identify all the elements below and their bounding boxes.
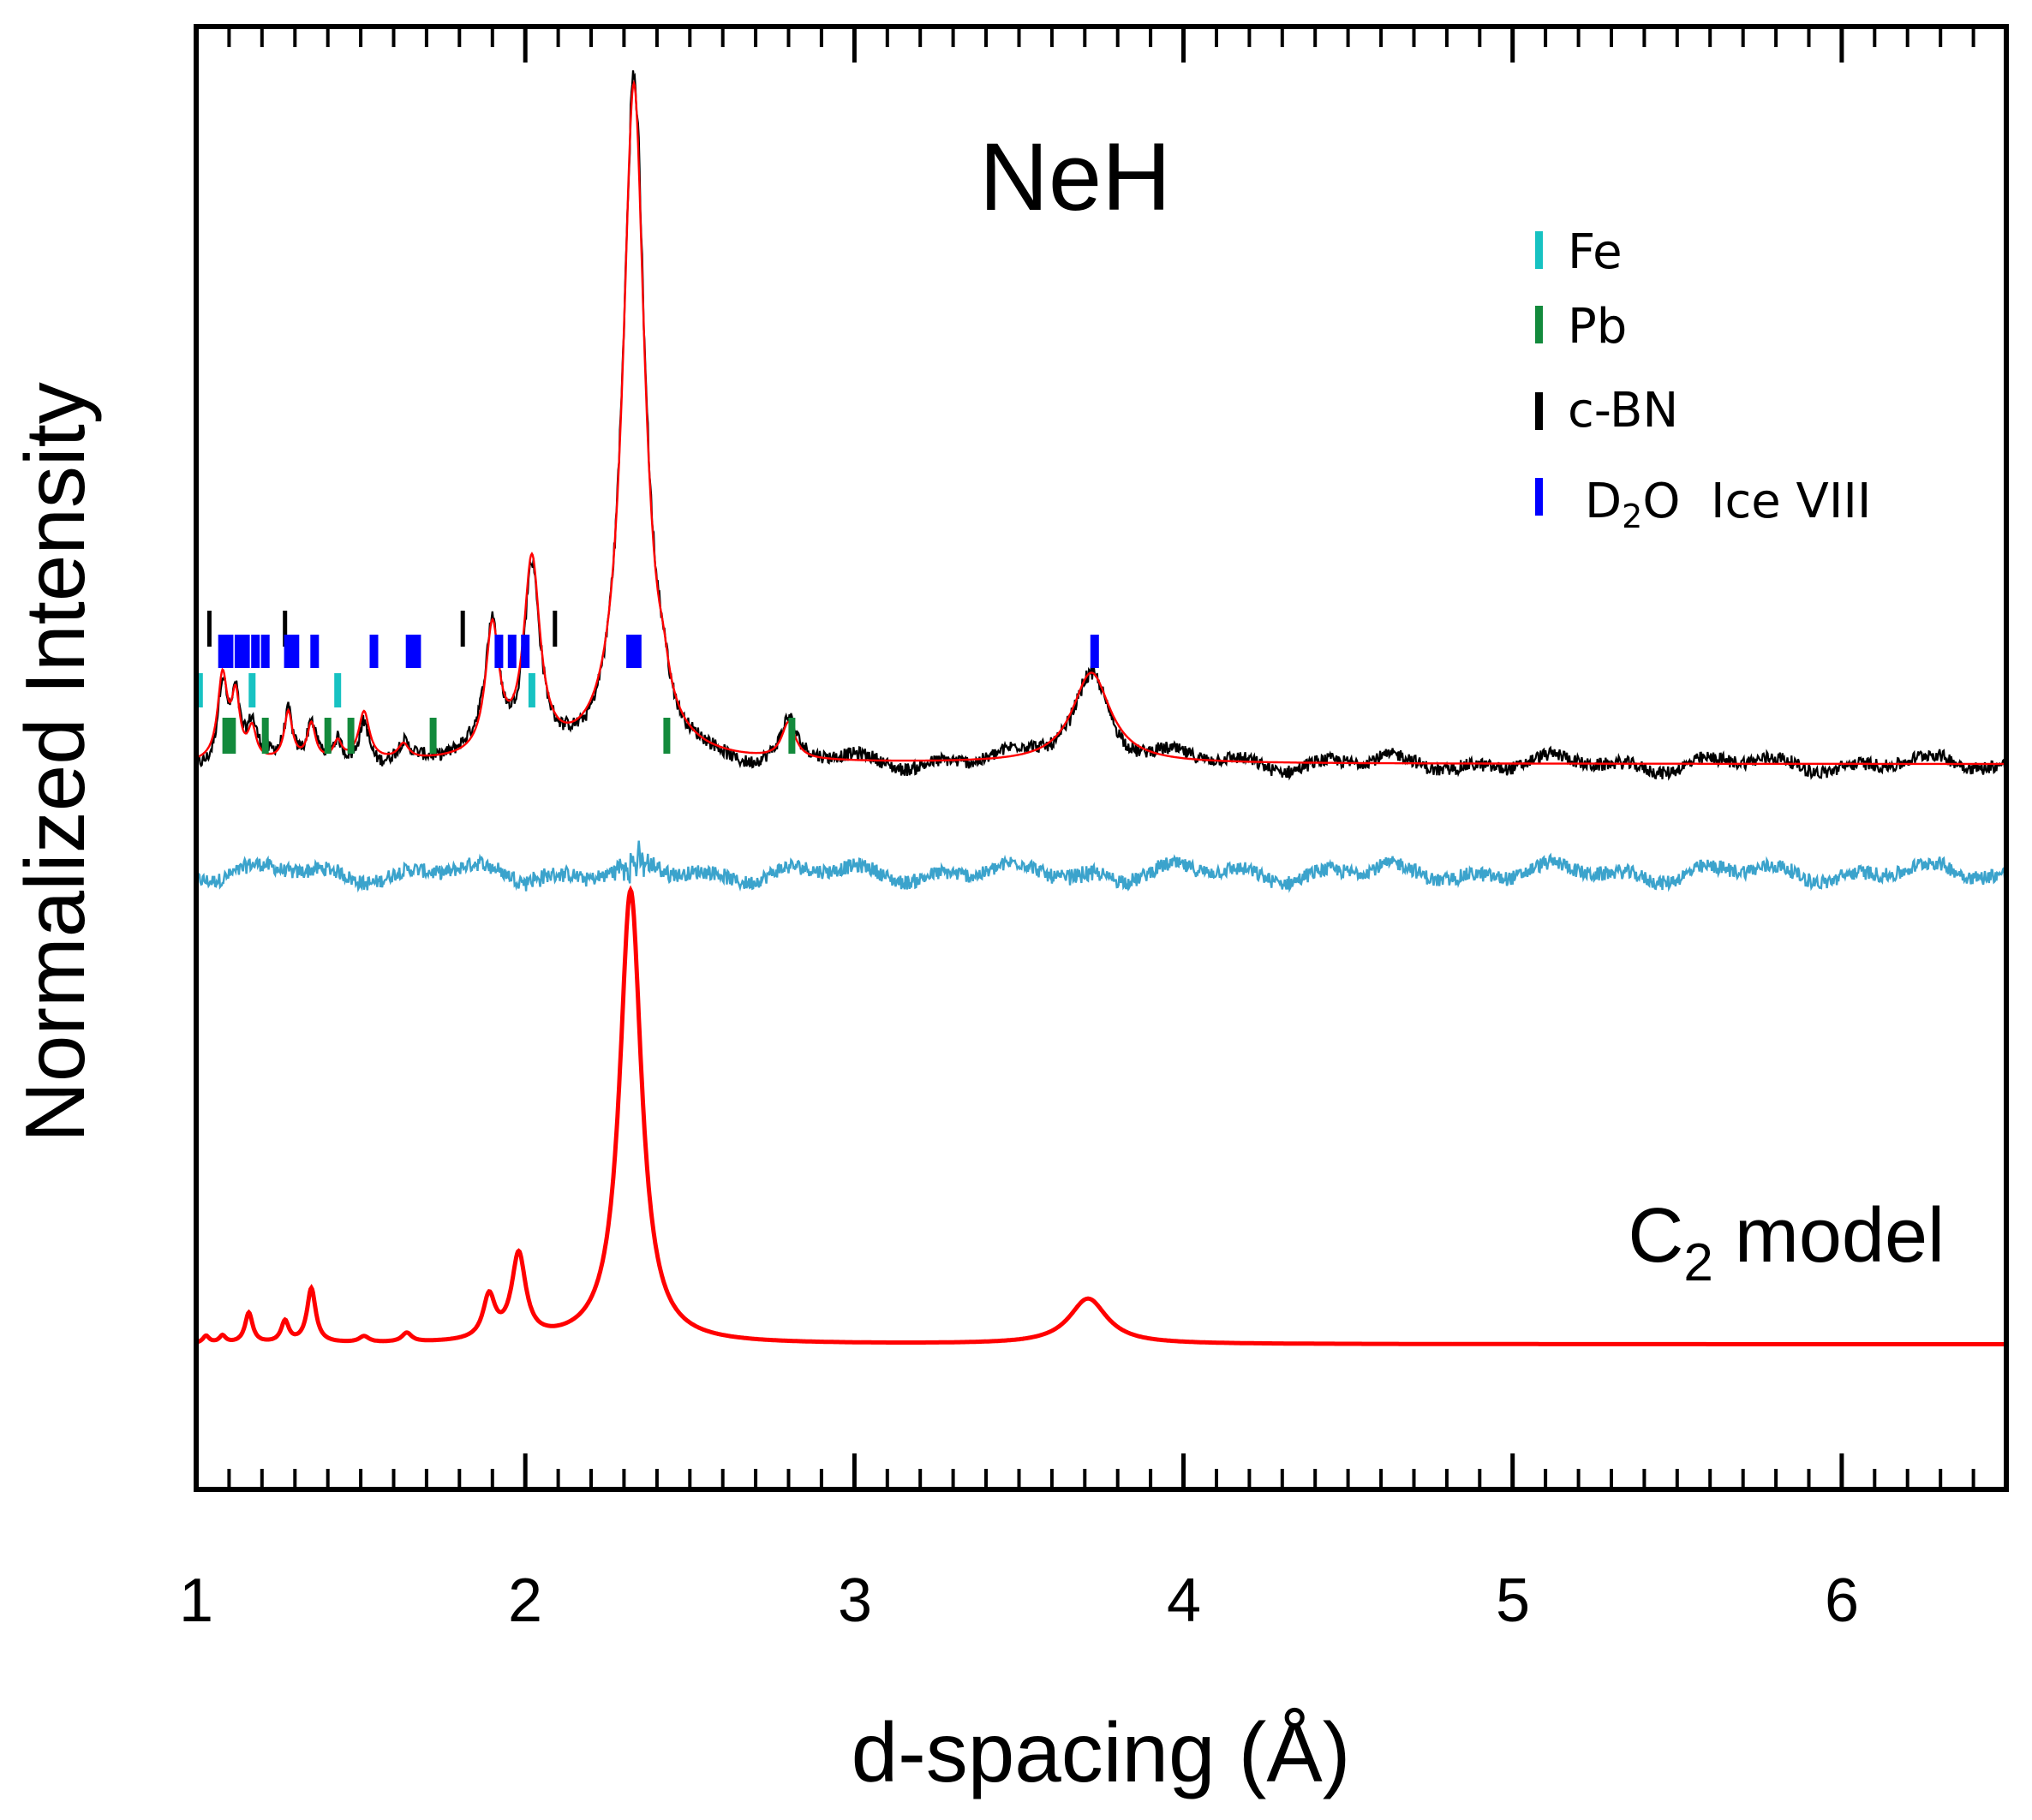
reflection-marker-fe — [334, 673, 342, 707]
model-label-rest: model — [1713, 1193, 1945, 1279]
reflection-marker-fe — [248, 673, 256, 707]
reflection-marker-cbn — [553, 611, 558, 647]
reflection-marker-pb — [261, 718, 269, 754]
legend-item-d2o-ice-viii: D2O Ice VIII — [1535, 474, 1871, 535]
x-tick-label: 3 — [838, 1566, 872, 1635]
reflection-marker-pb — [347, 718, 355, 754]
difference-series-line — [194, 840, 2008, 893]
reflection-marker-d2o — [521, 635, 530, 668]
reflection-marker-d2o — [369, 635, 379, 668]
reflection-marker-d2o — [626, 635, 636, 668]
reflection-marker-pb — [663, 718, 671, 754]
reflection-marker-fe — [195, 673, 203, 707]
reflection-marker-fe — [528, 673, 535, 707]
legend-label: D2O Ice VIII — [1585, 474, 1871, 535]
legend-item-fe: Fe — [1535, 224, 1623, 280]
x-tick-label: 2 — [508, 1566, 542, 1635]
reflection-markers — [195, 611, 1099, 754]
reflection-marker-d2o — [290, 635, 300, 668]
reflection-marker-d2o — [412, 635, 421, 668]
axis-ticks — [194, 27, 2008, 1489]
x-tick-label: 5 — [1496, 1566, 1530, 1635]
reflection-marker-d2o — [1090, 635, 1099, 668]
reflection-marker-d2o — [405, 635, 415, 668]
legend-label-sub: 2 — [1622, 498, 1642, 535]
legend-label-rest: O Ice VIII — [1642, 474, 1871, 529]
x-tick-labels: 1 2 3 4 5 6 — [179, 1566, 1859, 1635]
legend: Fe Pb c-BN D2O Ice VIII — [1535, 224, 1871, 535]
legend-swatch — [1535, 392, 1543, 430]
legend-item-cbn: c-BN — [1535, 383, 1678, 439]
legend-label: Fe — [1568, 224, 1623, 280]
reflection-marker-cbn — [460, 611, 465, 647]
reflection-marker-pb — [222, 718, 230, 754]
reflection-marker-pb — [429, 718, 437, 754]
reflection-marker-d2o — [260, 635, 270, 668]
legend-swatch — [1535, 231, 1543, 269]
x-axis-label: d-spacing (Å) — [852, 1705, 1351, 1799]
reflection-marker-d2o — [224, 635, 234, 668]
plot-frame — [194, 24, 2009, 1492]
x-tick-label: 4 — [1167, 1566, 1201, 1635]
reflection-marker-d2o — [284, 635, 293, 668]
legend-swatch — [1535, 478, 1543, 516]
reflection-marker-d2o — [494, 635, 504, 668]
legend-label-main: D — [1585, 474, 1622, 529]
reflection-marker-d2o — [507, 635, 517, 668]
legend-swatch — [1535, 306, 1543, 343]
y-axis-label: Normalized Intensity — [8, 382, 102, 1143]
series-layer — [194, 70, 2008, 1346]
model-series-line — [195, 885, 2006, 1346]
reflection-marker-d2o — [218, 635, 227, 668]
reflection-marker-d2o — [241, 635, 250, 668]
reflection-marker-d2o — [310, 635, 320, 668]
reflection-marker-pb — [324, 718, 332, 754]
legend-label: Pb — [1568, 299, 1627, 355]
model-label-main: C — [1628, 1193, 1683, 1279]
reflection-marker-cbn — [206, 611, 212, 647]
chart-title: NeH — [979, 123, 1171, 230]
model-label-sub: 2 — [1683, 1233, 1712, 1292]
reflection-marker-pb — [229, 718, 236, 754]
model-label: C2 model — [1628, 1193, 1945, 1292]
reflection-marker-d2o — [251, 635, 260, 668]
reflection-marker-pb — [788, 718, 796, 754]
legend-item-pb: Pb — [1535, 299, 1627, 355]
x-tick-label: 1 — [179, 1566, 213, 1635]
x-tick-label: 6 — [1825, 1566, 1859, 1635]
reflection-marker-cbn — [283, 611, 288, 647]
legend-label: c-BN — [1568, 383, 1678, 439]
reflection-marker-d2o — [234, 635, 243, 668]
reflection-marker-d2o — [632, 635, 642, 668]
